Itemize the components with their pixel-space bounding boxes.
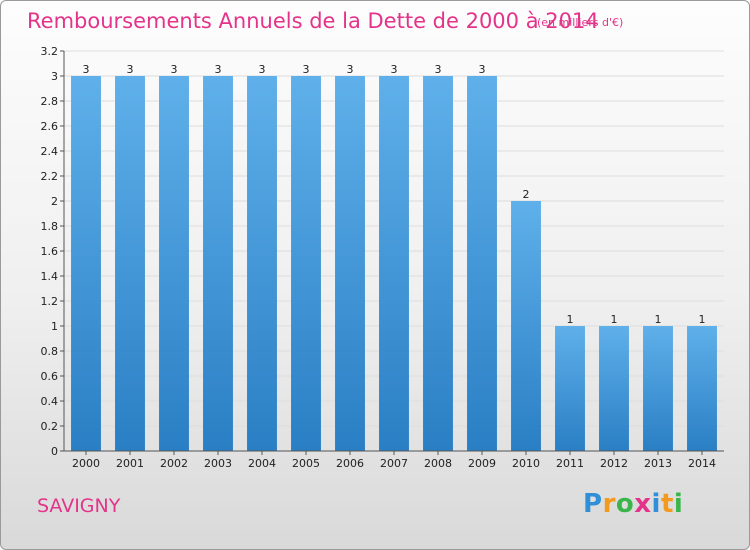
y-tick-label: 0: [51, 445, 58, 458]
bar: [379, 76, 409, 451]
x-tick-label: 2014: [688, 457, 716, 470]
x-tick-label: 2000: [72, 457, 100, 470]
data-label: 3: [259, 63, 266, 76]
bar: [247, 76, 277, 451]
bar: [71, 76, 101, 451]
x-tick-label: 2011: [556, 457, 584, 470]
bar: [203, 76, 233, 451]
y-tick-label: 2.6: [41, 120, 59, 133]
data-label: 3: [479, 63, 486, 76]
data-label: 3: [215, 63, 222, 76]
y-tick-label: 0.4: [41, 395, 59, 408]
logo-letter: o: [615, 489, 635, 519]
data-label: 3: [347, 63, 354, 76]
x-tick-label: 2003: [204, 457, 232, 470]
y-tick-label: 1.6: [41, 245, 59, 258]
x-tick-label: 2006: [336, 457, 364, 470]
y-tick-label: 2: [51, 195, 58, 208]
chart-title: Remboursements Annuels de la Dette de 20…: [27, 9, 599, 33]
bar: [115, 76, 145, 451]
x-tick-label: 2002: [160, 457, 188, 470]
y-tick-label: 1.2: [41, 295, 59, 308]
x-tick-label: 2013: [644, 457, 672, 470]
data-label: 3: [83, 63, 90, 76]
x-tick-label: 2008: [424, 457, 452, 470]
bar: [423, 76, 453, 451]
data-label: 3: [391, 63, 398, 76]
bar: [335, 76, 365, 451]
y-tick-label: 0.8: [41, 345, 59, 358]
bar: [687, 326, 717, 451]
data-label: 3: [171, 63, 178, 76]
y-tick-label: 3.2: [41, 45, 59, 58]
y-tick-label: 2.8: [41, 95, 59, 108]
y-tick-label: 1: [51, 320, 58, 333]
logo-letter: P: [583, 489, 603, 519]
x-tick-label: 2012: [600, 457, 628, 470]
logo-letter: t: [660, 489, 674, 519]
data-label: 3: [127, 63, 134, 76]
bar: [291, 76, 321, 451]
data-label: 1: [611, 313, 618, 326]
bar: [555, 326, 585, 451]
bar: [599, 326, 629, 451]
data-label: 3: [435, 63, 442, 76]
y-tick-label: 2.2: [41, 170, 59, 183]
data-label: 3: [303, 63, 310, 76]
y-tick-label: 0.6: [41, 370, 59, 383]
x-tick-label: 2007: [380, 457, 408, 470]
bar: [643, 326, 673, 451]
y-tick-label: 1.8: [41, 220, 59, 233]
x-tick-label: 2004: [248, 457, 276, 470]
axes: 0 0.2 0.4 0.6 0.8 1 1.2 1.4 1.6 1.8 2 2.2 2.4 2.6 2.8 3…: [41, 45, 724, 470]
chart-subtitle: (en milliers d'€): [537, 16, 624, 29]
data-label: 1: [699, 313, 706, 326]
data-label: 1: [567, 313, 574, 326]
logo-letter: i: [673, 489, 684, 519]
y-tick-label: 0.2: [41, 420, 59, 433]
y-tick-label: 3: [51, 70, 58, 83]
commune-name: SAVIGNY: [37, 495, 121, 517]
logo-letter: r: [602, 489, 616, 519]
bar: [159, 76, 189, 451]
data-label: 1: [655, 313, 662, 326]
bar: [511, 201, 541, 451]
x-tick-label: 2009: [468, 457, 496, 470]
proxiti-logo: Proxiti: [583, 489, 683, 519]
y-tick-label: 1.4: [41, 270, 59, 283]
bars: 3 3 3 3 3 3 3 3 3 3 2 1 1 1 1: [71, 63, 717, 451]
logo-letter: i: [651, 489, 661, 519]
bar: [467, 76, 497, 451]
x-tick-label: 2010: [512, 457, 540, 470]
x-tick-label: 2005: [292, 457, 320, 470]
y-tick-label: 2.4: [41, 145, 59, 158]
x-tick-label: 2001: [116, 457, 144, 470]
logo-letter: x: [634, 489, 652, 519]
data-label: 2: [523, 188, 530, 201]
